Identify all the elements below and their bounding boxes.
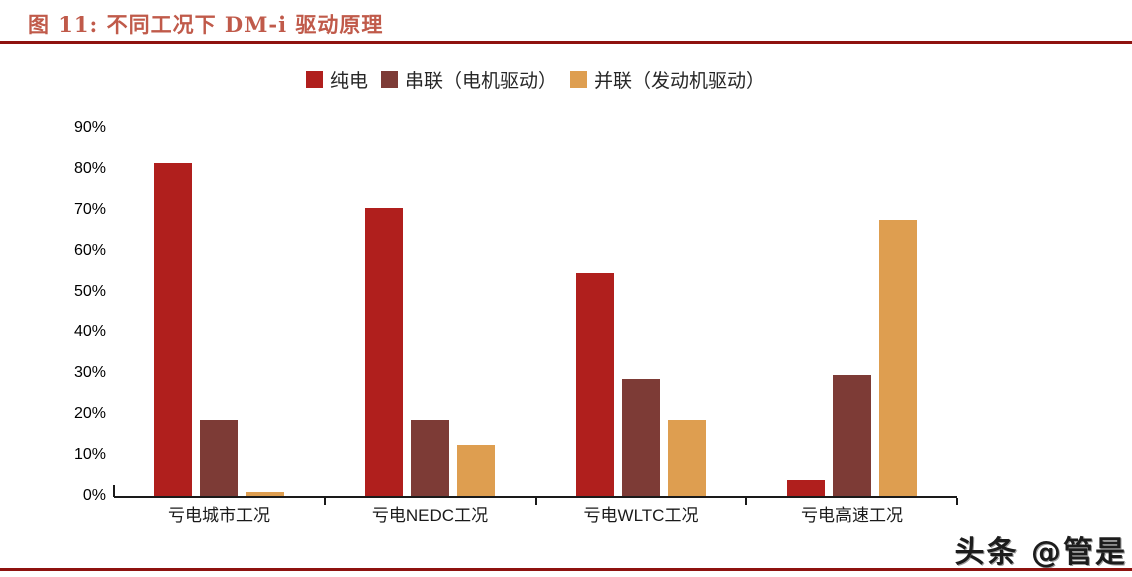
y-axis-tick-label: 0%: [82, 487, 106, 504]
chart-legend: 纯电 串联（电机驱动） 并联（发动机驱动）: [114, 66, 957, 92]
y-axis-tick-label: 70%: [73, 200, 106, 218]
bar-纯电-亏电NEDC工况: [365, 208, 403, 496]
y-axis-tick-label: 90%: [73, 119, 106, 136]
x-axis-line: [114, 496, 957, 498]
axis-tick: [534, 498, 537, 505]
figure-title: 图 11: 不同工况下 DM-i 驱动原理: [28, 12, 384, 37]
bar-串联（电机驱动）-亏电NEDC工况: [411, 420, 449, 496]
bar-并联（发动机驱动）-亏电WLTC工况: [668, 420, 706, 496]
legend-label: 纯电: [329, 70, 368, 92]
x-axis-category-label: 亏电高速工况: [801, 506, 903, 525]
bar-纯电-亏电WLTC工况: [576, 273, 614, 496]
bar-纯电-亏电高速工况: [787, 480, 825, 496]
legend-swatch-icon: [570, 70, 587, 88]
bar-纯电-亏电城市工况: [154, 163, 192, 496]
bar-串联（电机驱动）-亏电WLTC工况: [622, 379, 660, 496]
bar-并联（发动机驱动）-亏电城市工况: [246, 492, 284, 496]
y-axis-tick-label: 20%: [73, 405, 106, 423]
x-axis-category-label: 亏电WLTC工况: [583, 506, 699, 525]
x-axis-category-label: 亏电NEDC工况: [371, 506, 489, 525]
bar-并联（发动机驱动）-亏电高速工况: [879, 220, 917, 496]
axis-tick: [956, 498, 958, 505]
y-axis-tick-label: 40%: [73, 323, 106, 341]
axis-tick: [323, 498, 326, 505]
legend-item: 并联（发动机驱动）: [570, 66, 765, 93]
y-axis-tick-label: 30%: [73, 364, 106, 382]
legend-item: 纯电: [305, 66, 368, 93]
y-axis-tick-label: 10%: [73, 446, 106, 464]
legend-swatch-icon: [380, 70, 398, 88]
y-axis-tick-label: 50%: [73, 282, 106, 300]
x-axis-category-label: 亏电城市工况: [168, 506, 270, 525]
legend-item: 串联（电机驱动）: [380, 66, 557, 93]
bar-串联（电机驱动）-亏电城市工况: [200, 420, 238, 496]
axis-tick: [745, 498, 748, 505]
y-axis-tick-label: 60%: [73, 241, 106, 259]
legend-label: 串联（电机驱动）: [404, 70, 557, 92]
watermark: 头条 @管是: [954, 535, 1127, 570]
bar-串联（电机驱动）-亏电高速工况: [833, 375, 871, 496]
legend-swatch-icon: [305, 70, 323, 88]
y-axis-stub: [113, 485, 115, 497]
legend-label: 并联（发动机驱动）: [594, 70, 766, 92]
title-underline: [0, 41, 1132, 44]
bottom-rule: [0, 568, 1132, 571]
y-axis-tick-label: 80%: [73, 159, 106, 177]
bar-并联（发动机驱动）-亏电NEDC工况: [457, 445, 495, 496]
